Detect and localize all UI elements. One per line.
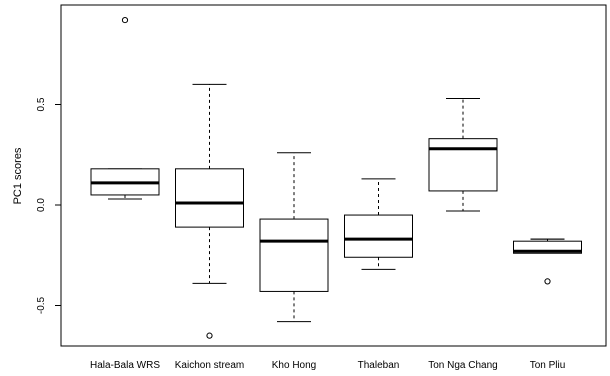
y-tick-label: 0.0 (36, 198, 47, 212)
y-tick-label: 0.5 (36, 97, 47, 111)
plot-frame (60, 4, 607, 347)
box-6 (513, 238, 582, 285)
x-tick-label: Kho Hong (272, 360, 316, 371)
box-3 (259, 152, 329, 323)
boxes (90, 16, 582, 339)
box-5 (428, 97, 498, 212)
x-axis-labels: Hala-Bala WRS Kaichon stream Kho Hong Thale… (90, 360, 565, 371)
box-4 (344, 178, 413, 270)
x-tick-label: Hala-Bala WRS (90, 360, 160, 371)
x-tick-label: Kaichon stream (175, 360, 244, 371)
x-tick-label: Thaleban (358, 360, 400, 371)
interquartile-box (428, 138, 498, 192)
y-tick-label: -0.5 (36, 296, 47, 314)
box-2 (175, 83, 244, 339)
x-tick-label: Ton Pliu (530, 360, 566, 371)
interquartile-box (259, 218, 329, 292)
box-1 (90, 16, 160, 200)
outlier-point (121, 16, 129, 24)
interquartile-box (344, 214, 413, 258)
outlier-point (206, 332, 213, 339)
y-axis: -0.5 0.0 0.5 (36, 97, 61, 314)
x-tick-label: Ton Nga Chang (428, 360, 498, 371)
outlier-point (544, 278, 551, 285)
y-axis-title: PC1 scores (12, 147, 24, 204)
interquartile-box (175, 168, 244, 228)
